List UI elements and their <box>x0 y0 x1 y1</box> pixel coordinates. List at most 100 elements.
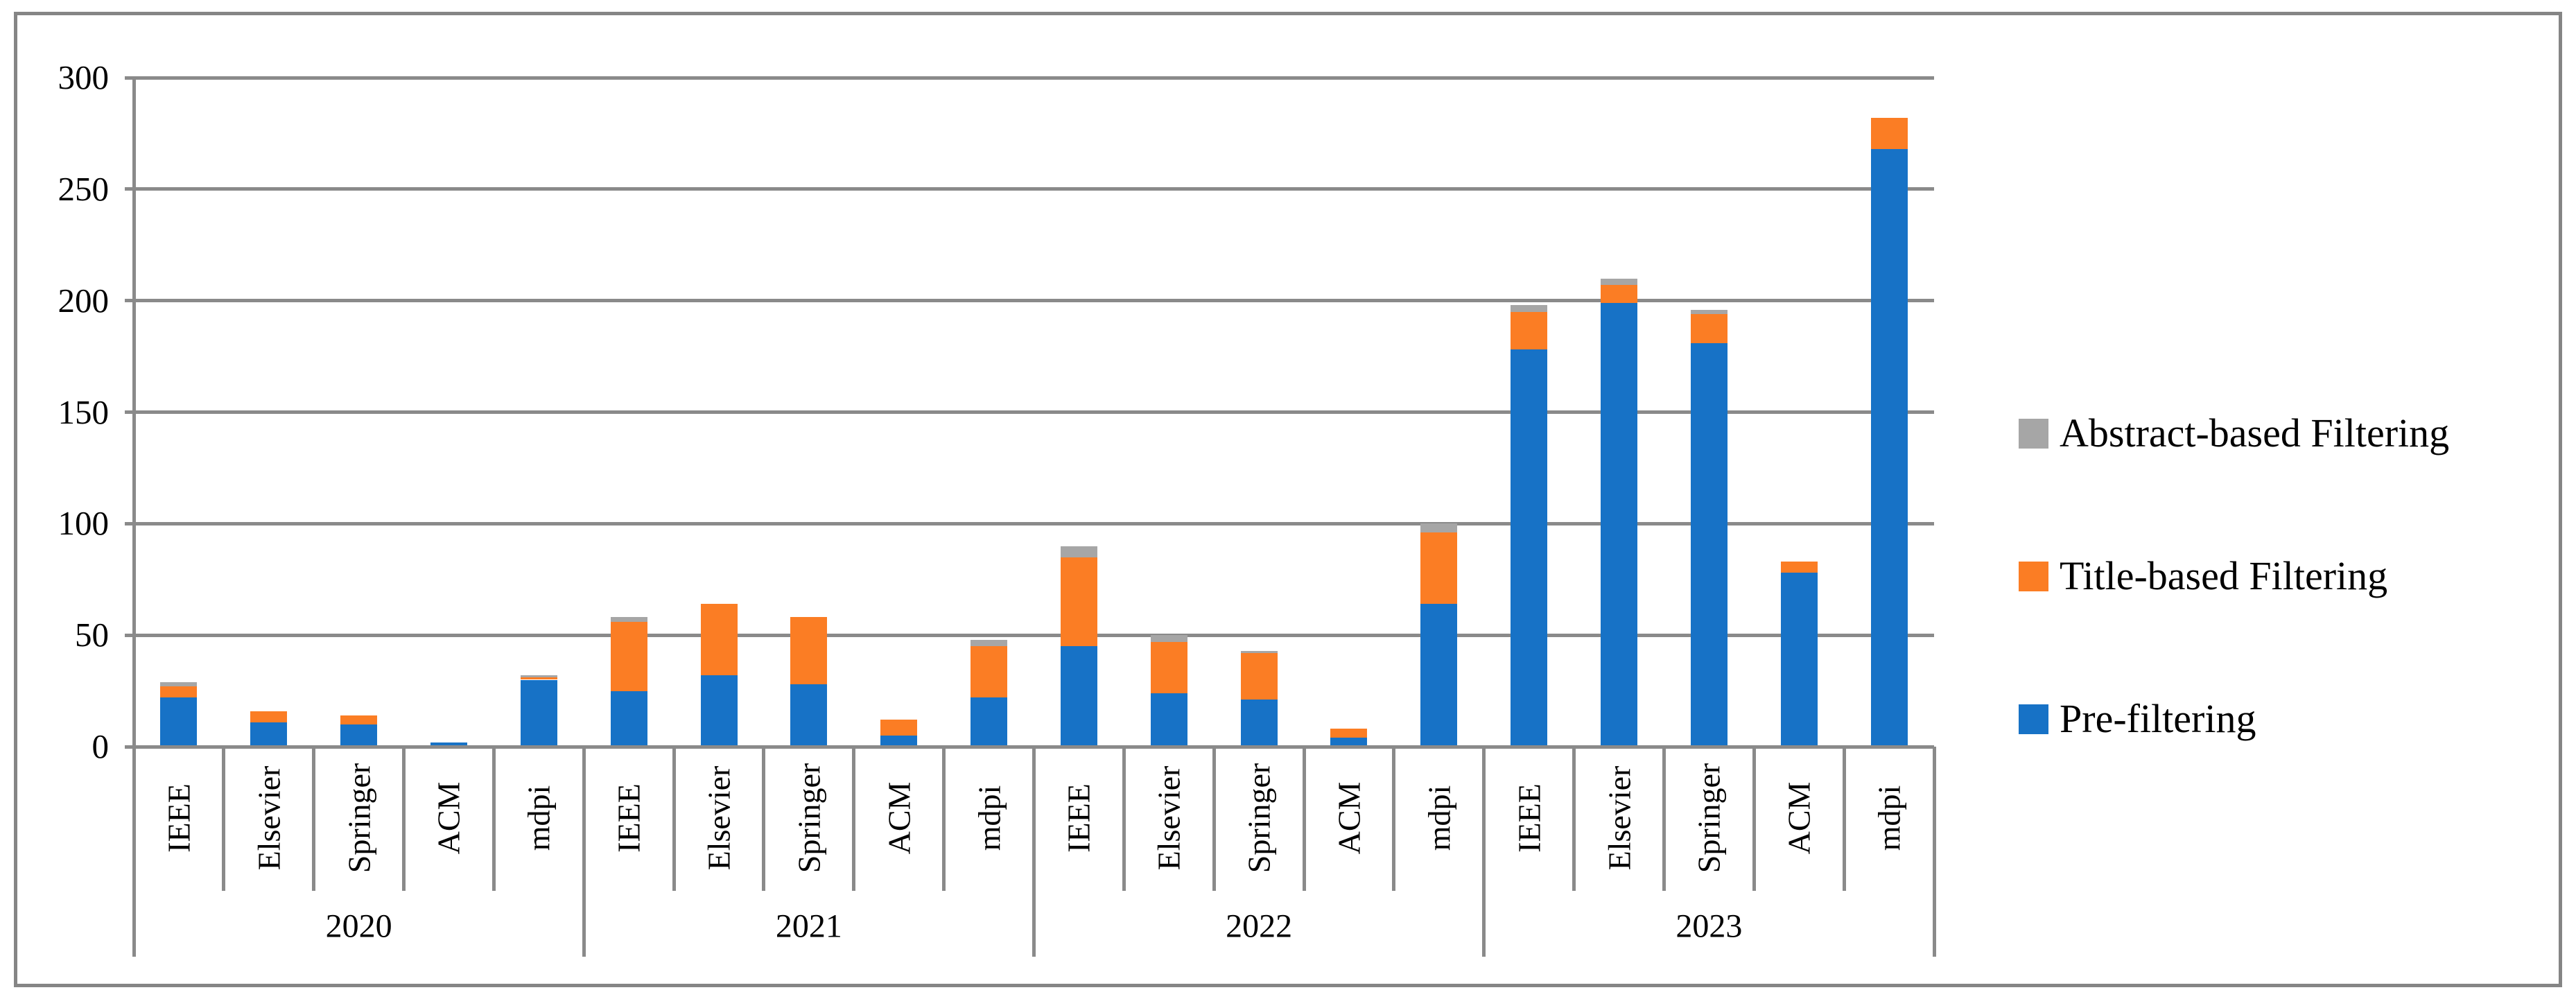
bar-segment <box>160 697 198 747</box>
x-category-label: Springer <box>791 763 827 874</box>
bar-segment <box>1601 302 1638 747</box>
legend-label: Abstract-based Filtering <box>2060 410 2450 455</box>
bar-segment <box>880 735 918 747</box>
x-category-label: Elsevier <box>1151 765 1187 871</box>
bar-segment <box>430 742 467 747</box>
x-category-label: IEEE <box>161 783 197 853</box>
bar-segment <box>1690 309 1728 314</box>
y-tick-label: 200 <box>58 281 110 320</box>
category-separator <box>1302 747 1306 891</box>
x-category-label: mdpi <box>521 785 557 851</box>
bar-segment <box>1330 729 1368 738</box>
x-category-label: Elsevier <box>251 765 287 871</box>
bar-segment <box>520 679 557 747</box>
x-category-label: ACM <box>1331 781 1367 855</box>
gridline <box>125 187 1934 191</box>
bar-segment <box>700 675 738 747</box>
bar-segment <box>1780 562 1818 573</box>
group-separator <box>582 747 586 957</box>
bar-segment <box>971 697 1008 747</box>
bar-segment <box>250 722 288 747</box>
bar-segment <box>1240 652 1278 700</box>
gridline <box>125 410 1934 414</box>
x-group-label: 2022 <box>1226 907 1293 945</box>
bar-segment <box>1420 604 1458 747</box>
x-category-label: ACM <box>1781 781 1817 855</box>
y-tick-label: 250 <box>58 169 110 208</box>
category-separator <box>1572 747 1576 891</box>
bar-segment <box>1690 313 1728 343</box>
legend-item-title-based-filtering: Title-based Filtering <box>2019 550 2449 602</box>
y-tick-label: 0 <box>92 727 110 765</box>
bar-segment <box>160 686 198 698</box>
y-tick-label: 50 <box>75 616 109 654</box>
category-separator <box>312 747 316 891</box>
bar-segment <box>790 617 828 684</box>
category-separator <box>762 747 766 891</box>
category-separator <box>1392 747 1396 891</box>
bar-segment <box>1601 278 1638 286</box>
category-separator <box>491 747 496 891</box>
gridline <box>125 521 1934 525</box>
x-category-label: mdpi <box>1871 785 1907 851</box>
y-tick-label: 150 <box>58 392 110 431</box>
x-category-label: Springer <box>1241 763 1277 874</box>
bar-segment <box>1150 641 1187 693</box>
bar-segment <box>1870 148 1908 747</box>
x-category-label: Springer <box>341 763 377 874</box>
bar-segment <box>250 711 288 722</box>
bar-segment <box>160 681 198 687</box>
bar-segment <box>610 621 647 691</box>
gridline <box>125 76 1934 80</box>
bar-segment <box>1150 693 1187 747</box>
legend: Abstract-based Filtering Title-based Fil… <box>2019 408 2449 745</box>
bar-segment <box>520 677 557 680</box>
legend-label: Pre-filtering <box>2060 696 2256 741</box>
category-separator <box>852 747 856 891</box>
category-separator <box>672 747 676 891</box>
category-separator <box>222 747 226 891</box>
legend-item-abstract-based-filtering: Abstract-based Filtering <box>2019 408 2449 459</box>
bar-segment <box>1601 285 1638 303</box>
gridline <box>125 633 1934 637</box>
bar-segment <box>520 675 557 678</box>
x-axis-line <box>125 745 1934 749</box>
bar-segment <box>1870 117 1908 149</box>
group-separator <box>1932 747 1936 957</box>
x-category-label: mdpi <box>1421 785 1457 851</box>
x-category-label: IEEE <box>1061 783 1097 853</box>
bar-segment <box>1420 523 1458 533</box>
bar-segment <box>1240 700 1278 747</box>
x-category-label: mdpi <box>971 785 1007 851</box>
bar-segment <box>880 720 918 736</box>
bar-segment <box>1060 557 1097 647</box>
category-separator <box>942 747 946 891</box>
bar-segment <box>1511 349 1548 747</box>
blue-square-icon <box>2019 704 2048 734</box>
category-separator <box>1842 747 1846 891</box>
x-category-label: ACM <box>881 781 917 855</box>
x-group-label: 2020 <box>325 907 392 945</box>
group-separator <box>1032 747 1036 957</box>
x-category-label: Elsevier <box>701 765 737 871</box>
bar-segment <box>1780 573 1818 747</box>
bar-segment <box>700 604 738 676</box>
bar-segment <box>1240 650 1278 653</box>
bar-segment <box>971 646 1008 698</box>
y-tick-label: 300 <box>58 58 110 96</box>
x-category-label: Springer <box>1691 763 1727 874</box>
legend-label: Title-based Filtering <box>2060 553 2388 598</box>
category-separator <box>1662 747 1666 891</box>
bar-segment <box>610 617 647 622</box>
gray-square-icon <box>2019 418 2048 449</box>
category-separator <box>1122 747 1126 891</box>
category-separator <box>1752 747 1756 891</box>
bar-segment <box>1060 546 1097 557</box>
bar-segment <box>340 715 378 724</box>
group-separator <box>1482 747 1486 957</box>
bar-segment <box>1690 342 1728 747</box>
bar-segment <box>1511 311 1548 350</box>
bar-segment <box>790 684 828 747</box>
bar-segment <box>610 690 647 747</box>
